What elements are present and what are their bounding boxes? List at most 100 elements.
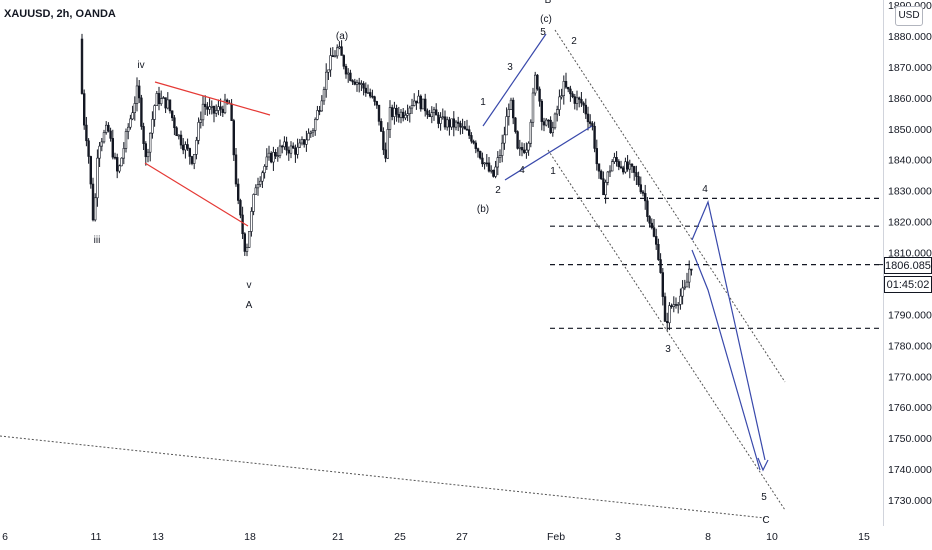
candle-body: [254, 187, 257, 195]
candle-body: [164, 97, 167, 109]
wave-label: iv: [137, 60, 144, 71]
candle-body: [353, 81, 356, 85]
candle-body: [149, 132, 152, 153]
candle-body: [160, 98, 163, 105]
x-tick-label: 18: [244, 531, 256, 543]
candle-body: [307, 133, 310, 141]
candle-body: [162, 97, 165, 99]
wave-label: 5: [761, 492, 767, 503]
candle-body: [245, 247, 249, 252]
candle-body: [465, 128, 469, 131]
currency-button[interactable]: USD: [895, 6, 923, 26]
projection-path-1: [691, 200, 766, 461]
candle-body: [505, 116, 508, 136]
candle-body: [626, 161, 629, 170]
candle-body: [208, 106, 211, 110]
candle-body: [285, 141, 288, 151]
candle-body: [333, 55, 337, 58]
candle-body: [230, 103, 233, 121]
candle-body: [116, 157, 119, 172]
candle-body: [492, 169, 495, 177]
candle-body: [606, 171, 610, 183]
candle-body: [421, 98, 425, 110]
candle-body: [118, 165, 121, 172]
candle-body: [278, 145, 282, 156]
candle-body: [215, 110, 218, 114]
candle-body: [250, 211, 253, 232]
candle-body: [153, 105, 156, 120]
candle-body: [263, 166, 266, 174]
candle-body: [360, 83, 363, 85]
candle-body: [342, 55, 345, 67]
y-tick-label: 1880.000: [888, 31, 932, 43]
candle-body: [665, 321, 669, 324]
candle-body: [127, 126, 130, 132]
candle-body: [300, 139, 304, 144]
candle-body: [531, 92, 535, 123]
candle-body: [498, 155, 502, 158]
wedge-upper-line: [154, 81, 271, 116]
candle-body: [542, 121, 546, 126]
candle-body: [193, 154, 196, 164]
candle-body: [201, 103, 205, 121]
candle-body: [553, 113, 557, 129]
candle-body: [577, 97, 581, 100]
y-tick-label: 1770.000: [888, 371, 932, 383]
candle-body: [654, 236, 658, 245]
candle-body: [384, 149, 387, 159]
candle-body: [366, 92, 370, 94]
candle-body: [296, 146, 299, 155]
candle-body: [404, 114, 407, 119]
candle-body: [580, 99, 583, 104]
candle-body: [351, 80, 354, 83]
candle-body: [641, 191, 645, 194]
candle-body: [368, 92, 372, 97]
wave-label: B: [545, 0, 552, 6]
candle-body: [674, 304, 678, 306]
candle-body: [377, 104, 381, 122]
candle-body: [291, 145, 295, 149]
candle-body: [685, 281, 689, 288]
candle-body: [443, 116, 447, 128]
candle-body: [375, 101, 378, 106]
candle-body: [280, 145, 284, 148]
candle-body: [459, 123, 462, 128]
candle-body: [503, 134, 506, 144]
y-tick-label: 1790.000: [888, 309, 932, 321]
candle-body: [331, 55, 334, 58]
candle-body: [615, 157, 618, 162]
candle-body: [617, 161, 621, 167]
candle-body: [657, 244, 660, 260]
candle-body: [668, 305, 671, 324]
candle-body: [681, 287, 684, 297]
candle-body: [643, 193, 647, 202]
candle-body: [608, 170, 612, 173]
candle-body: [540, 100, 544, 122]
candle-body: [509, 99, 513, 110]
candle-body: [522, 149, 526, 153]
candle-body: [454, 121, 458, 128]
wave-label: A: [246, 300, 253, 311]
candle-body: [219, 106, 222, 110]
candle-body: [269, 152, 273, 163]
candle-body: [355, 82, 359, 85]
candle-body: [223, 99, 227, 113]
candle-body: [659, 259, 662, 273]
candle-body: [507, 109, 510, 117]
candle-body: [140, 97, 143, 127]
candle-body: [204, 103, 207, 108]
candle-body: [239, 200, 242, 216]
candle-body: [113, 156, 117, 159]
candle-body: [234, 154, 238, 185]
candle-body: [248, 231, 251, 248]
candle-body: [371, 95, 374, 98]
candle-body: [80, 38, 84, 94]
candle-body: [274, 151, 277, 157]
candle-body: [243, 233, 246, 252]
candle-body: [252, 194, 255, 212]
candle-body: [327, 69, 330, 73]
candle-body: [399, 111, 403, 118]
candle-body: [419, 95, 422, 110]
candle-body: [362, 83, 365, 89]
